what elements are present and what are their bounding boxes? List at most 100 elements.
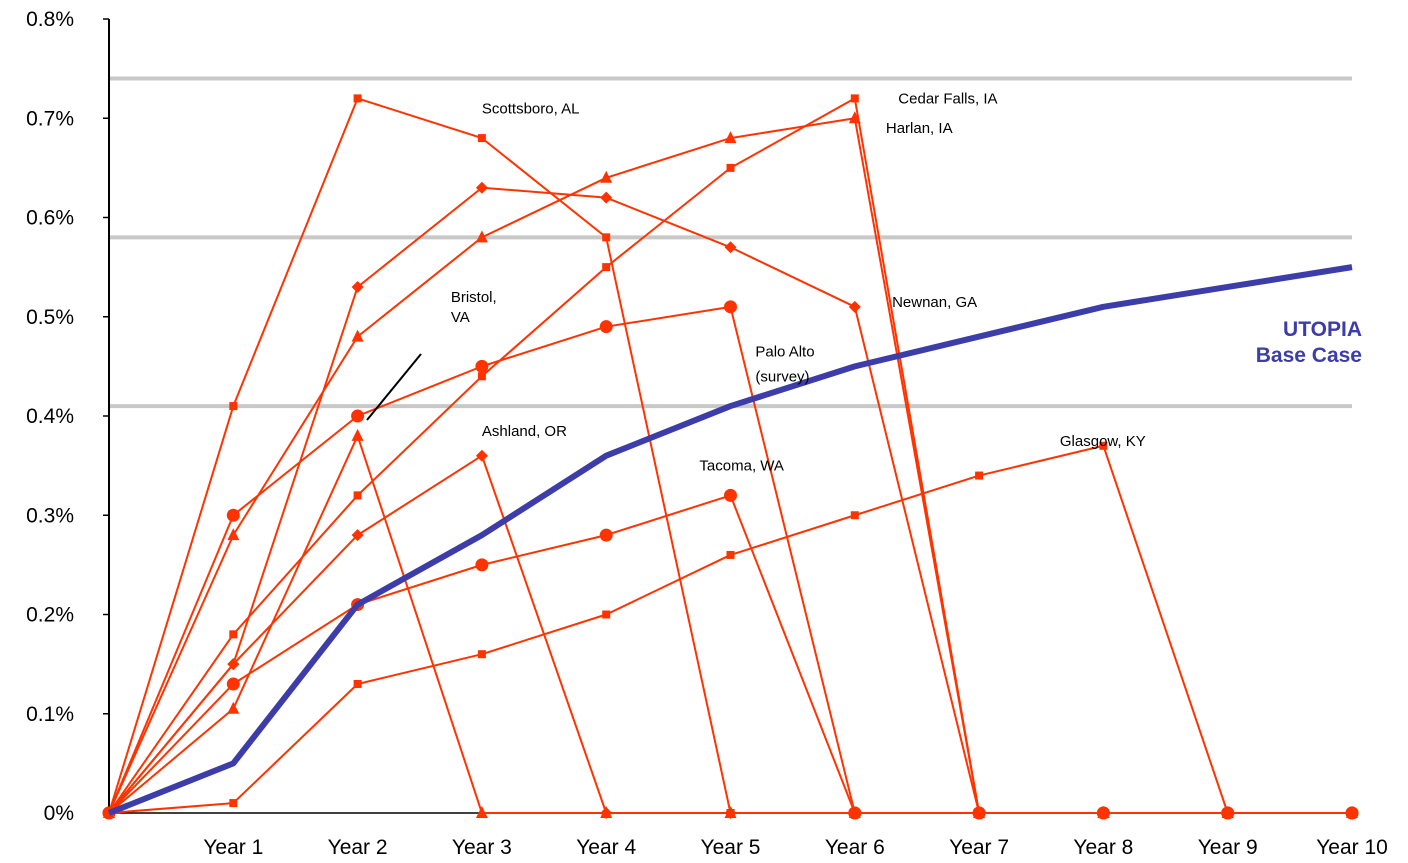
square-marker — [1099, 441, 1108, 450]
square-marker — [726, 550, 735, 559]
circle-marker — [599, 320, 613, 334]
series-9 — [107, 264, 1353, 816]
y-tick-label: 0.7% — [26, 107, 74, 130]
square-marker — [850, 94, 859, 103]
base-case-label: Base Case — [1256, 344, 1362, 367]
base-case-label: UTOPIA — [1283, 318, 1362, 341]
y-tick-label: 0.5% — [26, 306, 74, 329]
series-line — [108, 305, 1352, 814]
series-1 — [105, 94, 1356, 817]
triangle-marker — [351, 428, 364, 441]
circle-marker — [1096, 806, 1110, 820]
diamond-marker — [475, 181, 488, 194]
circle-marker — [972, 806, 986, 820]
annotation-label: Tacoma, WA — [699, 458, 783, 475]
diamond-marker — [351, 280, 364, 293]
annotations: Scottsboro, AL Cedar Falls, IA Harlan, IA B… — [366, 90, 1362, 475]
series-line — [108, 97, 1352, 814]
annotation-label: Newnan, GA — [892, 294, 977, 311]
square-marker — [229, 630, 238, 639]
x-tick-label: Year 5 — [701, 836, 761, 859]
annotation-label: (survey) — [755, 368, 809, 385]
triangle-marker — [848, 111, 861, 124]
square-marker — [477, 372, 486, 381]
diamond-marker — [351, 529, 364, 542]
annotation-label: Ashland, OR — [482, 423, 567, 440]
diamond-marker — [724, 241, 737, 254]
square-marker — [477, 134, 486, 143]
x-tick-label: Year 2 — [328, 836, 388, 859]
y-tick-label: 0.3% — [26, 504, 74, 527]
diamond-marker — [724, 807, 737, 819]
square-marker — [602, 263, 611, 272]
series-line — [108, 494, 1352, 814]
square-marker — [353, 491, 362, 500]
annotation-label: Scottsboro, AL — [482, 100, 580, 117]
triangle-marker — [227, 528, 240, 541]
x-tick-label: Year 6 — [825, 836, 885, 859]
x-tick-label: Year 3 — [452, 836, 512, 859]
diamond-marker — [600, 807, 613, 819]
series-line — [108, 97, 1352, 814]
circle-marker — [351, 409, 365, 423]
circle-marker — [475, 558, 489, 572]
series-line — [108, 454, 1352, 814]
diamond-marker — [227, 658, 240, 671]
circle-marker — [475, 359, 489, 373]
annotation-label: VA — [451, 309, 470, 326]
circle-marker — [226, 677, 240, 691]
x-tick-label: Year 4 — [576, 836, 636, 859]
square-marker — [726, 163, 735, 172]
triangle-marker — [351, 329, 364, 342]
circle-marker — [724, 300, 737, 314]
square-marker — [353, 94, 362, 103]
diamond-marker — [848, 300, 861, 313]
annotation-label: Cedar Falls, IA — [898, 90, 997, 107]
square-marker — [602, 233, 611, 242]
triangle-marker — [600, 170, 613, 183]
circle-marker — [848, 806, 862, 820]
y-tick-label: 0.6% — [26, 207, 74, 230]
series-6 — [103, 449, 1358, 819]
series-0 — [105, 94, 1356, 817]
y-tick-label: 0.1% — [26, 703, 74, 726]
annotation-label: Harlan, IA — [886, 120, 953, 137]
square-marker — [850, 511, 859, 520]
triangle-marker — [227, 701, 240, 714]
y-tick-label: 0% — [44, 802, 74, 825]
circle-marker — [599, 528, 613, 542]
x-tick-label: Year 8 — [1073, 836, 1133, 859]
series-line — [107, 264, 1353, 816]
triangle-marker — [475, 806, 488, 818]
triangle-marker — [724, 131, 737, 144]
square-marker — [975, 471, 984, 480]
square-marker — [477, 650, 486, 659]
y-tick-label: 0.8% — [26, 8, 74, 31]
x-tick-label: Year 1 — [203, 836, 263, 859]
series-layer — [102, 94, 1359, 820]
circle-marker — [724, 488, 737, 502]
square-marker — [1348, 809, 1356, 817]
y-tick-label: 0.4% — [26, 405, 74, 428]
annotation-label: Glasgow, KY — [1060, 433, 1146, 450]
x-tick-label: Year 7 — [949, 836, 1009, 859]
square-marker — [229, 402, 238, 411]
annotation-label: Palo Alto — [755, 343, 814, 360]
annotation-label: Bristol, — [451, 289, 497, 306]
square-marker — [229, 799, 238, 808]
square-marker — [1223, 809, 1232, 817]
y-axis-tick-labels: 0% 0.1% 0.2% 0.3% 0.4% 0.5% 0.6% 0.7% 0.8% — [26, 8, 74, 825]
square-marker — [353, 679, 362, 688]
bristol-leader-line — [366, 353, 422, 421]
x-tick-label: Year 10 — [1316, 836, 1388, 859]
square-marker — [602, 610, 611, 619]
diamond-marker — [475, 449, 488, 462]
y-tick-label: 0.2% — [26, 604, 74, 627]
x-tick-label: Year 9 — [1198, 836, 1258, 859]
series-5 — [102, 300, 1359, 820]
circle-marker — [226, 508, 240, 522]
diamond-marker — [600, 191, 613, 204]
triangle-marker — [475, 230, 488, 243]
x-axis-tick-labels: Year 1 Year 2 Year 3 Year 4 Year 5 Year 6 Year… — [203, 836, 1387, 859]
